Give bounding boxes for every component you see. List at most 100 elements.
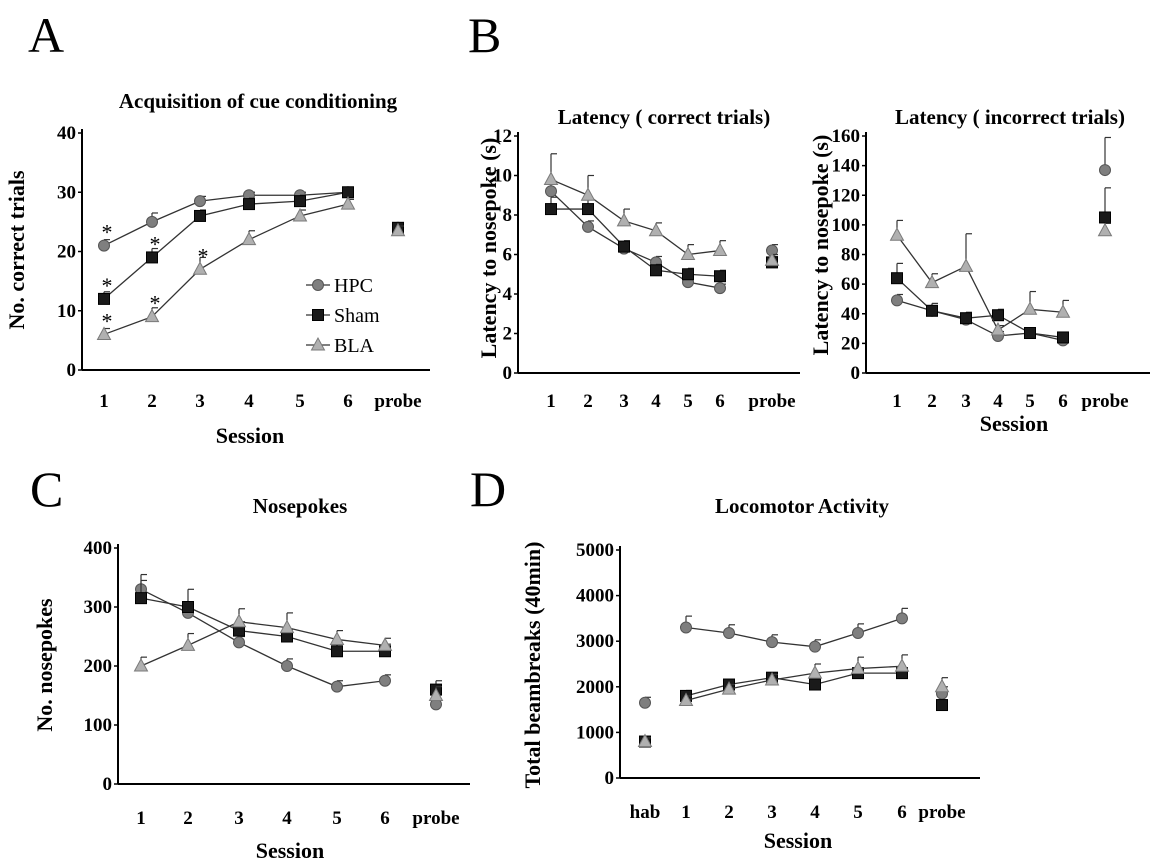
data-point xyxy=(1099,211,1111,224)
chart-title: Locomotor Activity xyxy=(715,494,889,518)
x-tick-label: 4 xyxy=(651,391,661,412)
significance-star: * xyxy=(150,291,161,316)
data-point xyxy=(580,187,596,201)
panel-letter-d: D xyxy=(470,461,506,517)
y-tick-label: 2000 xyxy=(576,677,614,698)
data-point xyxy=(1057,331,1069,344)
x-tick-label: 1 xyxy=(99,391,109,412)
y-tick-label: 0 xyxy=(103,774,113,795)
y-tick-label: 10 xyxy=(57,301,76,322)
data-point xyxy=(331,645,343,658)
x-tick-label: 3 xyxy=(767,802,777,823)
series-bla xyxy=(96,196,406,340)
data-point xyxy=(331,680,343,693)
data-point xyxy=(1099,164,1111,177)
chart-title: Latency ( correct trials) xyxy=(558,105,770,129)
data-point xyxy=(582,220,594,233)
x-tick-label: 2 xyxy=(147,391,157,412)
series-sham xyxy=(135,579,442,696)
data-point xyxy=(891,272,903,285)
data-point xyxy=(723,626,735,639)
data-point xyxy=(192,261,208,275)
y-tick-label: 0 xyxy=(67,360,77,381)
x-tick-label: 1 xyxy=(892,391,902,412)
data-point xyxy=(545,185,557,198)
y-axis-label: No. nosepokes xyxy=(32,598,57,732)
y-tick-label: 80 xyxy=(841,245,860,266)
panel-letter-b: B xyxy=(468,7,501,63)
series-bla xyxy=(543,153,780,266)
series-bla xyxy=(637,654,950,748)
data-point xyxy=(428,687,444,701)
data-point xyxy=(958,258,974,272)
x-tick-label: 5 xyxy=(295,391,305,412)
y-axis-label: Latency to nosepoke (s) xyxy=(808,135,833,356)
y-tick-label: 10 xyxy=(493,166,512,187)
data-point xyxy=(891,294,903,307)
x-tick-label: 2 xyxy=(583,391,593,412)
x-tick-label: 5 xyxy=(332,808,342,829)
y-tick-label: 300 xyxy=(84,597,113,618)
x-axis-label: Session xyxy=(216,423,284,448)
y-tick-label: 3000 xyxy=(576,631,614,652)
data-point xyxy=(618,240,630,253)
significance-star: * xyxy=(102,273,113,298)
data-point xyxy=(714,270,726,283)
data-point xyxy=(809,640,821,653)
y-tick-label: 140 xyxy=(832,156,861,177)
series-line xyxy=(551,208,721,277)
data-point xyxy=(992,309,1004,322)
x-tick-label: probe xyxy=(1081,391,1128,412)
x-tick-label: 5 xyxy=(1025,391,1035,412)
legend-marker xyxy=(312,279,324,291)
data-point xyxy=(194,209,206,222)
y-tick-label: 4 xyxy=(503,284,513,305)
data-point xyxy=(144,308,160,323)
y-tick-label: 1000 xyxy=(576,722,614,743)
data-point xyxy=(650,264,662,277)
x-axis-label: Session xyxy=(980,411,1048,436)
x-tick-label: probe xyxy=(748,391,795,412)
y-tick-label: 100 xyxy=(832,215,861,236)
data-point xyxy=(1022,301,1038,315)
legend-entry: HPC xyxy=(334,275,373,297)
panel-a: 0 10 20 30 40 1 2 3 4 5 6 probe Acquisition of cue c… xyxy=(4,89,430,448)
series-line xyxy=(685,672,902,697)
data-point xyxy=(96,326,112,340)
data-point xyxy=(379,674,391,687)
x-tick-label: 5 xyxy=(853,802,863,823)
data-point xyxy=(682,268,694,281)
chart-title: Nosepokes xyxy=(253,494,348,518)
data-point xyxy=(231,613,247,628)
data-point xyxy=(809,678,821,691)
data-point xyxy=(807,665,823,679)
x-tick-label: 4 xyxy=(810,802,820,823)
data-point xyxy=(712,242,728,257)
x-tick-label: 1 xyxy=(681,802,691,823)
significance-star: * xyxy=(198,243,209,268)
x-tick-label: 5 xyxy=(683,391,693,412)
series-line xyxy=(685,617,903,648)
y-tick-label: 40 xyxy=(841,304,860,325)
series-line xyxy=(140,621,386,667)
data-point xyxy=(680,621,692,634)
data-point xyxy=(292,207,308,222)
y-axis-label: Latency to nosepoke (s) xyxy=(476,138,501,359)
y-tick-label: 60 xyxy=(841,274,860,295)
data-point xyxy=(1097,222,1113,237)
series-sham xyxy=(545,196,778,283)
data-point xyxy=(936,699,948,712)
y-tick-label: 0 xyxy=(503,363,513,384)
data-point xyxy=(850,660,866,675)
series-hpc xyxy=(639,607,948,709)
x-tick-label: 1 xyxy=(136,808,146,829)
x-tick-label: 6 xyxy=(343,391,353,412)
data-point xyxy=(340,196,356,210)
y-tick-label: 400 xyxy=(84,538,113,559)
data-point xyxy=(852,626,864,639)
y-tick-label: 8 xyxy=(503,205,513,226)
x-tick-label: hab xyxy=(630,802,661,823)
x-tick-label: 6 xyxy=(1058,391,1068,412)
